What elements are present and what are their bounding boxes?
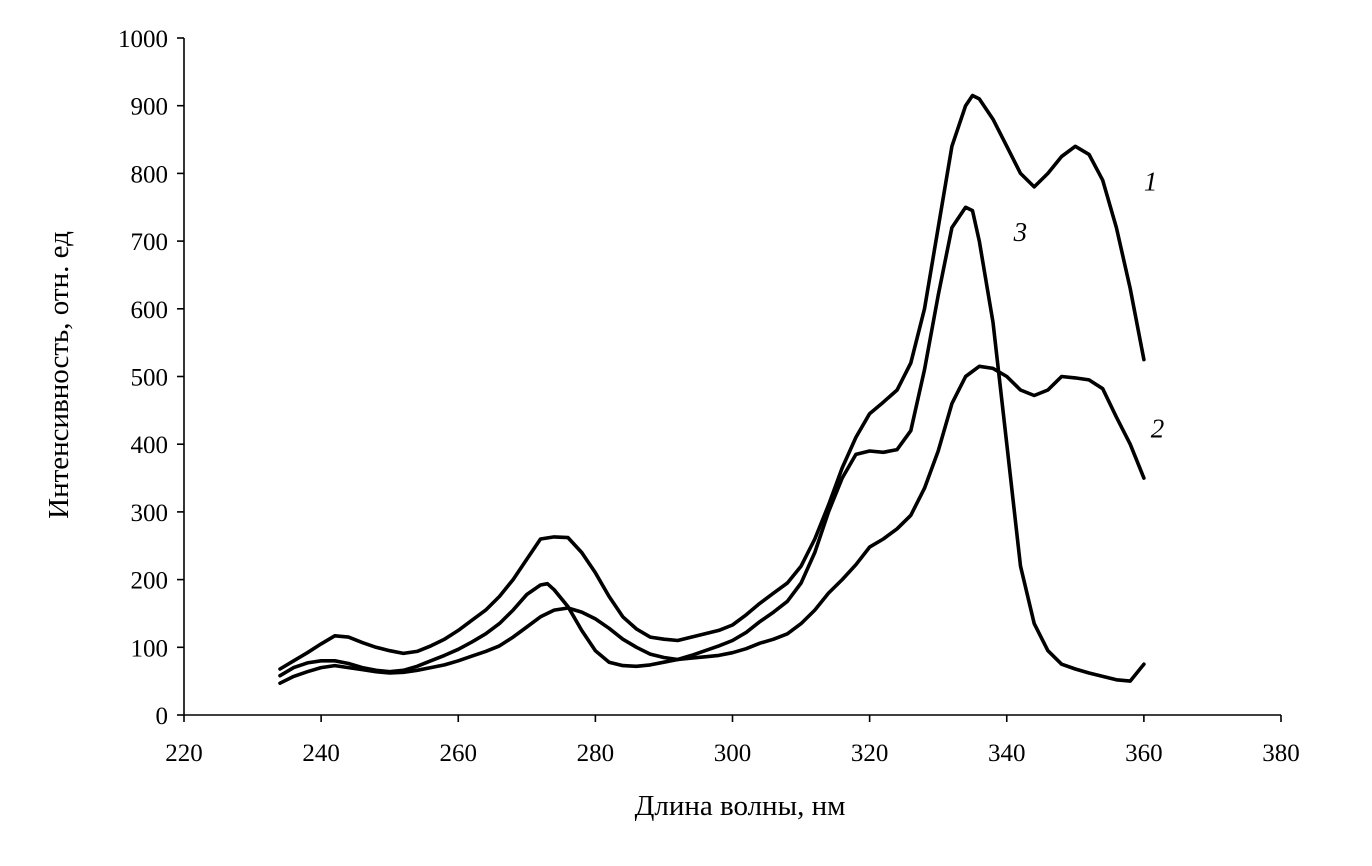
x-tick-label: 320 — [851, 740, 889, 767]
y-tick-label: 500 — [131, 365, 169, 392]
y-tick-label: 700 — [131, 229, 169, 256]
x-tick-label: 380 — [1262, 740, 1300, 767]
series-line-3 — [278, 205, 1146, 683]
series-labels: 1 2 3 — [1013, 166, 1165, 443]
y-axis-title: Интенсивность, отн. ед — [43, 231, 75, 519]
x-ticks: 220 240 260 280 300 320 340 360 380 — [165, 715, 1300, 767]
x-tick-label: 340 — [988, 740, 1026, 767]
series-label-2: 2 — [1151, 413, 1165, 443]
series-line-1 — [278, 93, 1146, 671]
x-tick-label: 260 — [440, 740, 478, 767]
y-ticks: 0 100 200 300 400 500 600 700 800 900 1000 — [118, 26, 184, 730]
series-label-1: 1 — [1144, 166, 1158, 196]
x-tick-label: 360 — [1125, 740, 1163, 767]
x-tick-label: 300 — [714, 740, 752, 767]
y-tick-label: 0 — [156, 703, 169, 730]
x-tick-label: 240 — [302, 740, 340, 767]
series-label-3: 3 — [1013, 217, 1027, 247]
x-tick-label: 220 — [165, 740, 203, 767]
y-tick-label: 300 — [131, 500, 169, 527]
x-axis-title: Длина волны, нм — [635, 790, 846, 822]
y-tick-label: 800 — [131, 161, 169, 188]
y-tick-label: 1000 — [118, 26, 168, 53]
y-tick-label: 600 — [131, 297, 169, 324]
y-tick-label: 100 — [131, 635, 169, 662]
y-tick-label: 200 — [131, 568, 169, 595]
y-tick-label: 400 — [131, 432, 169, 459]
x-tick-label: 280 — [577, 740, 615, 767]
axes — [183, 38, 1281, 716]
y-tick-label: 900 — [131, 94, 169, 121]
series-group — [278, 93, 1146, 685]
